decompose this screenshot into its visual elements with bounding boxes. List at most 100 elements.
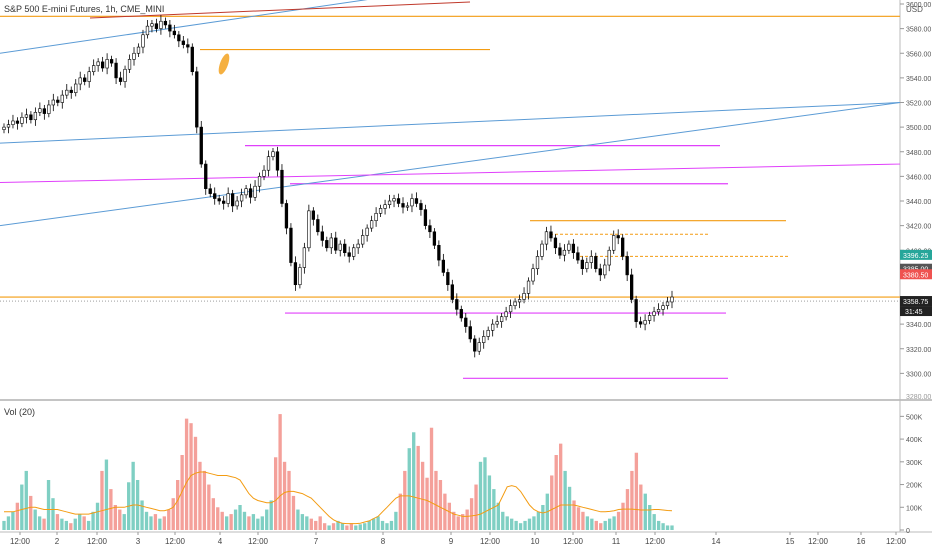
candle-body	[455, 299, 459, 310]
candle-body	[248, 188, 253, 198]
price-tick-label: 3460.00	[906, 174, 931, 181]
candle-body	[20, 116, 24, 124]
time-tick-label: 12:00	[87, 537, 108, 546]
price-tick-label: 3480.00	[906, 150, 931, 157]
price-label-bg	[900, 249, 932, 260]
time-tick-label: 4	[218, 537, 223, 546]
volume-bar	[60, 518, 64, 530]
volume-bar	[256, 518, 260, 530]
candle-body	[553, 237, 558, 249]
volume-bar	[434, 470, 438, 530]
price-tick-label: 3300.00	[906, 371, 931, 378]
time-tick-label: 12:00	[480, 537, 501, 546]
candle-body	[607, 249, 611, 266]
volume-bar	[585, 516, 590, 530]
time-tick-label: 16	[857, 537, 866, 546]
candle-body	[576, 252, 580, 261]
candle-body	[141, 34, 145, 48]
volume-bar	[322, 523, 327, 530]
price-tick-label: 3320.00	[906, 347, 931, 354]
candle-body	[656, 309, 661, 313]
candle-body	[517, 299, 522, 303]
volume-bar	[260, 516, 264, 530]
candle-body	[464, 317, 468, 327]
volume-bar	[46, 480, 51, 530]
volume-bar	[594, 520, 598, 530]
volume-bar	[265, 509, 269, 530]
candle-body	[392, 198, 396, 202]
candle-body	[616, 235, 620, 239]
volume-bar	[327, 525, 331, 530]
grid-layer	[0, 0, 932, 533]
candle-body	[92, 65, 96, 73]
volume-bar	[501, 511, 505, 530]
volume-bar	[581, 511, 585, 530]
candle-body	[441, 259, 446, 273]
volume-bar	[456, 516, 460, 530]
candle-body	[186, 44, 190, 48]
candle-body	[513, 301, 517, 306]
volume-tick-label: 0	[906, 528, 910, 535]
candle-body	[271, 151, 275, 157]
price-tick-label: 3560.00	[906, 51, 931, 58]
candle-body	[374, 213, 378, 221]
volume-bar	[643, 493, 647, 530]
volume-bar	[354, 525, 358, 530]
volume-bar	[541, 505, 545, 530]
volume-bar	[278, 414, 282, 530]
candle-body	[244, 188, 248, 196]
volume-bar	[536, 511, 541, 530]
price-tick-label: 3440.00	[906, 199, 931, 206]
volume-bar	[469, 498, 474, 530]
volume-bar	[24, 470, 28, 530]
candle-body	[594, 256, 598, 270]
volume-bar	[398, 493, 403, 530]
volume-bar	[86, 520, 91, 530]
volume-bar	[158, 518, 162, 530]
candle-body	[177, 34, 181, 42]
candle-body	[213, 193, 217, 199]
volume-bar	[162, 516, 166, 530]
candle-body	[589, 256, 593, 263]
volume-bar	[269, 500, 273, 530]
price-tick-label: 3500.00	[906, 125, 931, 132]
volume-bar	[273, 457, 278, 530]
volume-bar	[153, 514, 158, 530]
candle-body	[621, 237, 625, 257]
volume-bar	[73, 518, 77, 530]
volume-bar	[567, 486, 572, 530]
volume-bar	[572, 500, 576, 530]
volume-layer	[2, 414, 674, 530]
volume-bar	[336, 520, 340, 530]
volume-bar	[318, 516, 322, 530]
candle-body	[298, 267, 302, 286]
price-pane	[0, 0, 900, 399]
price-tick-label: 3340.00	[906, 322, 931, 329]
candle-body	[419, 203, 423, 210]
volume-bar	[309, 518, 313, 530]
time-tick-label: 9	[449, 537, 454, 546]
volume-bar	[487, 475, 492, 530]
volume-bar	[465, 509, 469, 530]
candle-body	[437, 245, 441, 261]
candle-body	[352, 247, 356, 257]
volume-bar	[113, 505, 118, 530]
candle-body	[526, 280, 531, 294]
candle-body	[136, 46, 141, 54]
volume-bar	[287, 470, 291, 530]
volume-bar	[385, 523, 389, 530]
volume-bar	[665, 525, 670, 530]
volume-bar	[661, 523, 665, 530]
volume-bar	[91, 511, 95, 530]
volume-bar	[104, 459, 109, 530]
price-tick-label: 3580.00	[906, 27, 931, 34]
candle-body	[468, 326, 472, 340]
time-tick-label: 14	[712, 537, 721, 546]
candle-body	[508, 305, 513, 313]
candle-body	[378, 208, 383, 214]
candle-body	[562, 249, 567, 256]
volume-bar	[616, 511, 621, 530]
volume-bar	[37, 516, 42, 530]
price-label: 3380.50	[903, 272, 928, 279]
candle-body	[208, 188, 212, 194]
